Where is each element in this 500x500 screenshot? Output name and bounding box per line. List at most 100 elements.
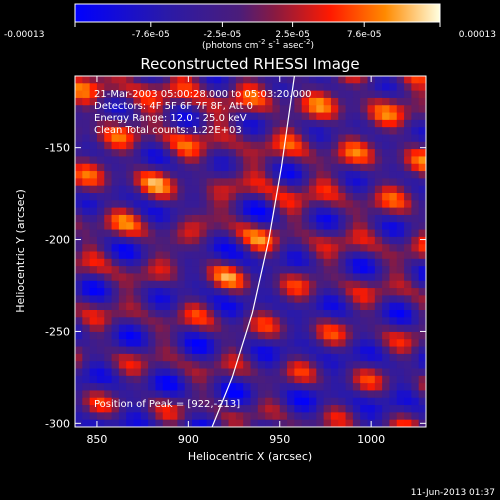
- heatmap-cell: [213, 236, 222, 245]
- heatmap-cell: [287, 214, 295, 223]
- heatmap-cell: [126, 163, 135, 172]
- heatmap-cell: [235, 280, 244, 289]
- heatmap-cell: [228, 295, 237, 304]
- heatmap-cell: [184, 310, 193, 318]
- heatmap-cell: [243, 222, 252, 231]
- heatmap-cell: [330, 317, 339, 326]
- heatmap-cell: [396, 397, 405, 406]
- heatmap-cell: [192, 178, 200, 187]
- heatmap-cell: [243, 251, 252, 260]
- heatmap-cell: [323, 229, 332, 238]
- heatmap-cell: [272, 105, 281, 114]
- heatmap-cell: [345, 390, 354, 399]
- heatmap-cell: [287, 105, 295, 114]
- heatmap-cell: [374, 156, 383, 165]
- heatmap-cell: [309, 244, 317, 253]
- heatmap-cell: [396, 97, 405, 106]
- heatmap-cell: [96, 383, 105, 392]
- heatmap-cell: [235, 302, 244, 311]
- heatmap-cell: [133, 200, 142, 209]
- heatmap-cell: [89, 317, 98, 326]
- heatmap-cell: [338, 193, 347, 201]
- heatmap-cell: [199, 178, 208, 187]
- heatmap-cell: [250, 266, 259, 275]
- heatmap-cell: [309, 280, 317, 289]
- heatmap-cell: [170, 134, 178, 143]
- heatmap-cell: [396, 214, 405, 223]
- heatmap-cell: [118, 331, 127, 340]
- heatmap-cell: [213, 185, 222, 194]
- heatmap-cell: [170, 222, 178, 231]
- heatmap-cell: [316, 390, 325, 399]
- heatmap-cell: [309, 141, 317, 150]
- heatmap-cell: [323, 412, 332, 421]
- heatmap-cell: [272, 273, 281, 282]
- heatmap-cell: [213, 90, 222, 99]
- heatmap-cell: [170, 97, 178, 106]
- heatmap-cell: [338, 361, 347, 370]
- heatmap-cell: [323, 331, 332, 340]
- heatmap-cell: [265, 229, 274, 238]
- heatmap-cell: [352, 97, 361, 106]
- heatmap-cell: [301, 134, 310, 143]
- heatmap-cell: [272, 112, 281, 121]
- heatmap-cell: [272, 185, 281, 194]
- heatmap-cell: [360, 178, 369, 187]
- heatmap-cell: [75, 280, 83, 289]
- heatmap-cell: [184, 258, 193, 267]
- heatmap-cell: [89, 405, 98, 413]
- heatmap-cell: [126, 90, 135, 99]
- heatmap-cell: [272, 397, 281, 406]
- heatmap-cell: [133, 375, 142, 384]
- heatmap-cell: [301, 339, 310, 348]
- heatmap-cell: [374, 149, 383, 158]
- heatmap-cell: [104, 295, 113, 304]
- heatmap-cell: [396, 405, 405, 413]
- heatmap-cell: [265, 419, 274, 427]
- heatmap-cell: [294, 200, 303, 209]
- heatmap-cell: [389, 119, 398, 128]
- heatmap-cell: [265, 258, 274, 267]
- heatmap-cell: [221, 251, 230, 260]
- heatmap-cell: [323, 390, 332, 399]
- heatmap-cell: [301, 185, 310, 194]
- heatmap-cell: [75, 141, 83, 150]
- heatmap-cell: [96, 310, 105, 318]
- heatmap-cell: [316, 163, 325, 172]
- heatmap-cell: [177, 229, 186, 238]
- heatmap-cell: [213, 302, 222, 311]
- heatmap-cell: [170, 141, 178, 150]
- heatmap-cell: [411, 258, 420, 267]
- heatmap-cell: [170, 383, 178, 392]
- heatmap-cell: [75, 331, 83, 340]
- heatmap-cell: [250, 288, 259, 296]
- heatmap-cell: [140, 397, 149, 406]
- heatmap-cell: [301, 236, 310, 245]
- heatmap-cell: [243, 193, 252, 201]
- heatmap-cell: [243, 76, 252, 84]
- heatmap-cell: [104, 310, 113, 318]
- heatmap-cell: [250, 83, 259, 92]
- heatmap-cell: [382, 295, 391, 304]
- heatmap-cell: [382, 119, 391, 128]
- heatmap-cell: [279, 353, 288, 362]
- heatmap-cell: [374, 390, 383, 399]
- heatmap-cell: [272, 156, 281, 165]
- heatmap-cell: [374, 112, 383, 121]
- heatmap-cell: [360, 185, 369, 194]
- heatmap-cell: [279, 412, 288, 421]
- heatmap-cell: [140, 295, 149, 304]
- heatmap-cell: [170, 331, 178, 340]
- heatmap-cell: [118, 346, 127, 355]
- heatmap-cell: [338, 331, 347, 340]
- heatmap-cell: [396, 178, 405, 187]
- heatmap-cell: [279, 346, 288, 355]
- heatmap-cell: [257, 361, 266, 370]
- heatmap-cell: [148, 339, 157, 348]
- heatmap-cell: [374, 83, 383, 92]
- heatmap-cell: [206, 390, 215, 399]
- heatmap-cell: [309, 163, 317, 172]
- heatmap-cell: [75, 295, 83, 304]
- heatmap-cell: [213, 105, 222, 114]
- heatmap-cell: [279, 368, 288, 377]
